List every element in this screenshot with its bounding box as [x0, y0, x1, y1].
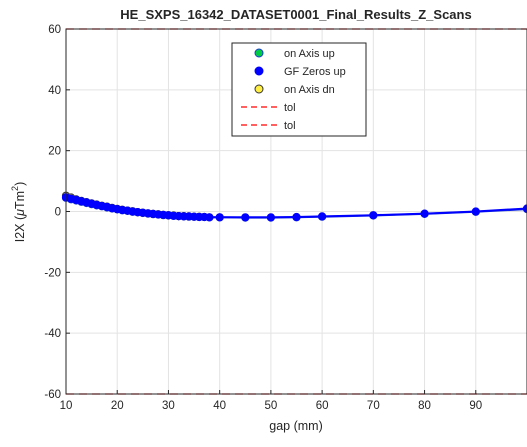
y-tick-label: 20 — [48, 146, 61, 158]
legend-marker-gf-zeros-up — [254, 66, 264, 76]
y-tick-label: 0 — [55, 207, 61, 219]
x-tick-label: 10 — [60, 400, 73, 412]
y-axis-label: I2X (μTm2) — [10, 182, 27, 243]
x-tick-label: 80 — [418, 400, 431, 412]
legend-marker-on-axis-up — [254, 48, 264, 58]
legend-box — [231, 42, 367, 137]
y-axis-label-main: I2X ( — [13, 215, 27, 242]
y-axis-label-superscript: 2 — [10, 186, 20, 191]
legend-label-on-axis-up: on Axis up — [284, 48, 335, 60]
legend-label-tol-lower: tol — [284, 120, 296, 132]
data-point-gf-zeros-up — [420, 209, 429, 218]
data-point-gf-zeros-up — [266, 213, 275, 222]
data-point-gf-zeros-up — [292, 212, 301, 222]
ticks: 10 20 30 40 50 60 70 80 90 -60 -40 -20 0 20 40 60 — [44, 24, 482, 412]
x-axis-label: gap (mm) — [269, 419, 322, 433]
data-point-gf-zeros-up — [241, 213, 250, 222]
data-point-gf-zeros-up — [369, 211, 378, 220]
data-point-gf-zeros-up — [215, 213, 224, 222]
legend-label-tol-upper: tol — [284, 102, 296, 114]
x-tick-label: 50 — [264, 400, 277, 412]
y-tick-label: 60 — [48, 24, 61, 36]
y-tick-label: 40 — [48, 85, 61, 97]
y-tick-label: -40 — [44, 328, 61, 340]
legend-label-on-axis-dn: on Axis dn — [284, 84, 335, 96]
y-tick-label: -20 — [44, 267, 61, 279]
x-tick-label: 90 — [469, 400, 482, 412]
data-point-gf-zeros-up — [205, 213, 214, 222]
y-tick-label: -60 — [44, 389, 61, 401]
x-tick-label: 40 — [213, 400, 226, 412]
x-tick-label: 30 — [162, 400, 175, 412]
x-tick-label: 60 — [316, 400, 329, 412]
y-axis-label-close: ) — [13, 182, 27, 186]
x-tick-label: 70 — [367, 400, 380, 412]
x-tick-label: 20 — [111, 400, 124, 412]
y-axis-label-unit: Tm — [13, 191, 27, 209]
chart-title: HE_SXPS_16342_DATASET0001_Final_Results_… — [120, 7, 471, 22]
data-point-gf-zeros-up — [318, 212, 327, 221]
y-axis-label-mu: μ — [13, 209, 27, 217]
legend-label-gf-zeros-up: GF Zeros up — [284, 66, 346, 78]
legend: on Axis up GF Zeros up on Axis dn tol to… — [231, 42, 367, 137]
legend-marker-on-axis-dn — [254, 84, 264, 94]
data-point-gf-zeros-up — [522, 204, 527, 213]
data-point-gf-zeros-up — [471, 207, 480, 216]
